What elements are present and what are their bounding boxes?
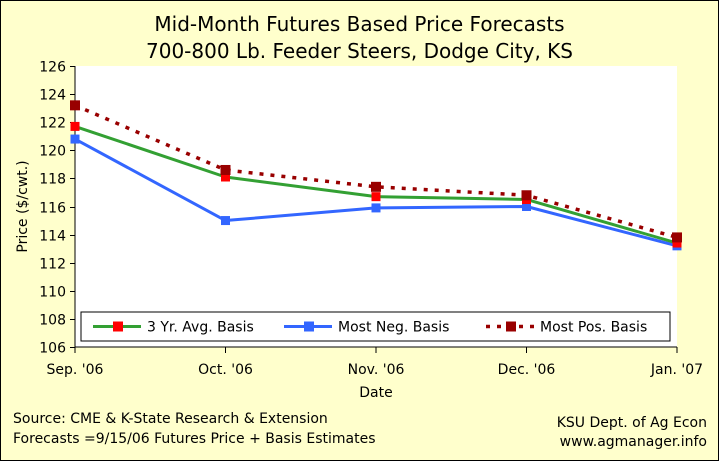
data-point <box>672 232 682 243</box>
source-line: Source: CME & K-State Research & Extensi… <box>13 411 328 427</box>
legend-marker <box>113 321 123 332</box>
legend-label: Most Pos. Basis <box>540 320 647 336</box>
data-point <box>220 164 231 175</box>
y-tick-label: 118 <box>39 172 66 188</box>
forecast-note: Forecasts =9/15/06 Futures Price + Basis… <box>13 431 376 447</box>
legend: 3 Yr. Avg. Basis Most Neg. Basis Most Pos.… <box>80 311 671 342</box>
series-layer <box>70 100 682 251</box>
y-tick-label: 124 <box>39 88 66 104</box>
legend-label: Most Neg. Basis <box>338 320 449 336</box>
y-tick-label: 114 <box>39 229 66 245</box>
data-point <box>70 134 80 144</box>
data-point <box>371 203 381 213</box>
chart-title: Mid-Month Futures Based Price Forecasts <box>154 12 565 36</box>
legend-marker <box>304 321 314 332</box>
credit-dept: KSU Dept. of Ag Econ <box>556 415 707 431</box>
legend-marker <box>506 321 516 332</box>
axes: 106 108 110 112 114 116 118 120 122 124 126 Sep. '0… <box>15 60 703 402</box>
data-point <box>371 192 381 202</box>
y-tick-label: 116 <box>39 201 66 217</box>
credit-website: www.agmanager.info <box>559 434 707 450</box>
y-axis-label: Price ($/cwt.) <box>15 160 31 252</box>
series-line-2 <box>74 103 678 240</box>
x-tick-label: Nov. '06 <box>348 362 405 378</box>
data-point <box>221 172 230 182</box>
data-point <box>672 238 682 248</box>
y-tick-label: 112 <box>39 257 66 273</box>
y-tick-label: 110 <box>39 285 66 301</box>
y-tick-label: 106 <box>39 341 66 357</box>
y-tick-label: 120 <box>39 144 66 160</box>
data-point <box>522 202 531 211</box>
y-tick-label: 122 <box>39 116 66 132</box>
data-point <box>70 121 80 131</box>
x-axis-label: Date <box>359 385 392 401</box>
x-tick-label: Oct. '06 <box>198 362 253 378</box>
x-tick-label: Sep. '06 <box>47 362 104 378</box>
y-tick-label: 108 <box>39 313 66 329</box>
data-point <box>371 181 381 192</box>
x-tick-label: Jan. '07 <box>650 362 703 378</box>
data-point <box>70 100 80 111</box>
legend-box <box>80 311 671 342</box>
x-tick-label: Dec. '06 <box>498 362 556 378</box>
data-point <box>521 190 532 201</box>
y-tick-label: 126 <box>39 60 66 76</box>
chart-subtitle: 700-800 Lb. Feeder Steers, Dodge City, K… <box>146 39 573 63</box>
data-point <box>221 216 230 226</box>
legend-label: 3 Yr. Avg. Basis <box>147 320 254 336</box>
